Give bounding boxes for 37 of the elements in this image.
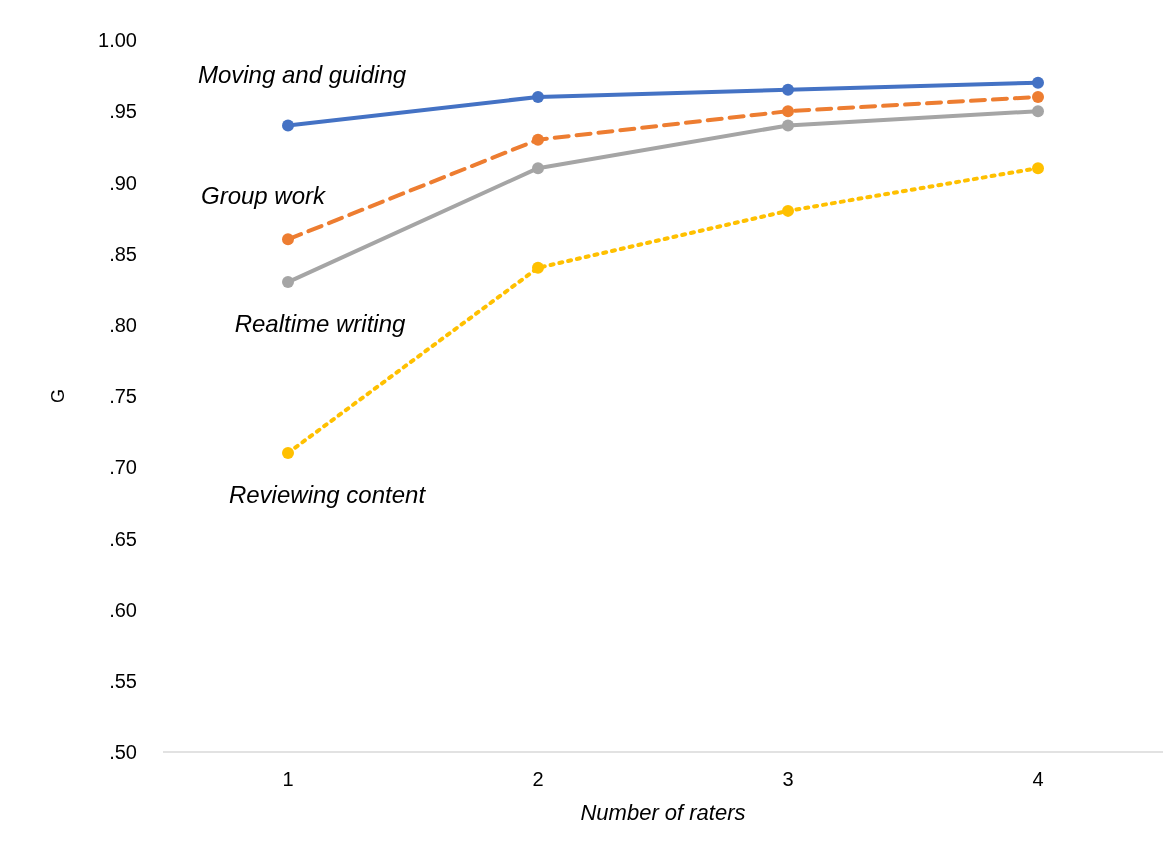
point	[282, 233, 294, 246]
y-tick-label: .95	[109, 100, 137, 123]
y-tick-label: .70	[109, 456, 137, 479]
y-tick-label: .85	[109, 242, 137, 265]
series-label: Realtime writing	[234, 310, 407, 338]
y-tick-label: .55	[109, 669, 137, 692]
point	[1032, 162, 1044, 175]
point	[282, 119, 294, 132]
y-tick-label: 1.00	[98, 29, 137, 52]
y-tick-label: .65	[109, 527, 137, 550]
series-label: Group work	[200, 181, 328, 209]
y-axis-title: G	[48, 388, 69, 404]
point	[782, 119, 794, 132]
y-tick-label: .90	[109, 171, 137, 194]
point	[782, 83, 794, 96]
y-tick-label: .60	[109, 598, 137, 621]
point	[782, 105, 794, 118]
point	[1032, 76, 1044, 89]
x-tick-label: 2	[532, 768, 544, 791]
x-axis-title: Number of raters	[580, 800, 746, 825]
y-tick-label: .50	[109, 741, 137, 764]
point	[282, 276, 294, 289]
x-tick-label: 3	[782, 768, 794, 791]
point	[532, 162, 544, 175]
y-tick-label: .80	[109, 313, 137, 336]
series-label: Moving and guiding	[197, 60, 407, 88]
text: Reviewing content	[228, 481, 427, 509]
x-tick-label: 4	[1032, 768, 1044, 791]
point	[532, 133, 544, 146]
point	[1032, 90, 1044, 103]
point	[782, 204, 794, 217]
x-tick-label: 1	[282, 768, 294, 791]
point	[282, 446, 294, 459]
point	[532, 90, 544, 103]
point	[532, 261, 544, 274]
y-tick-label: .75	[109, 385, 137, 408]
point	[1032, 105, 1044, 118]
